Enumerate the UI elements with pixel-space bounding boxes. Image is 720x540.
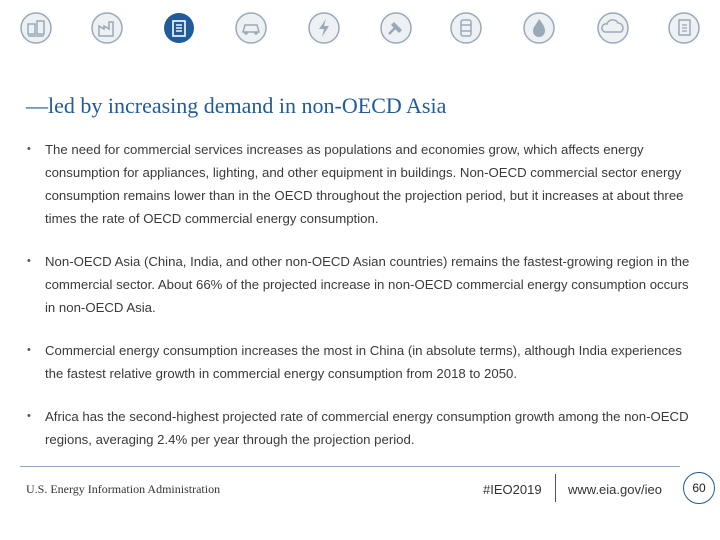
footer-separator bbox=[555, 474, 556, 502]
bullet-text: Non-OECD Asia (China, India, and other n… bbox=[45, 254, 690, 315]
footer-divider bbox=[20, 466, 680, 467]
renewables-icon[interactable] bbox=[380, 12, 412, 44]
bullet-text: The need for commercial services increas… bbox=[45, 142, 684, 226]
bullet-text: Commercial energy consumption increases … bbox=[45, 343, 682, 381]
transportation-icon[interactable] bbox=[235, 12, 267, 44]
bullet-item: • The need for commercial services incre… bbox=[27, 138, 697, 230]
bullet-marker: • bbox=[27, 255, 31, 267]
industrial-icon[interactable] bbox=[91, 12, 123, 44]
bullet-item: • Commercial energy consumption increase… bbox=[27, 339, 697, 385]
bullet-list: • The need for commercial services incre… bbox=[27, 138, 697, 471]
appendix-icon[interactable] bbox=[668, 12, 700, 44]
section-icon-strip bbox=[0, 0, 720, 60]
bullet-marker: • bbox=[27, 410, 31, 422]
bullet-marker: • bbox=[27, 344, 31, 356]
website-link[interactable]: www.eia.gov/ieo bbox=[568, 482, 662, 497]
bullet-item: • Africa has the second-highest projecte… bbox=[27, 405, 697, 451]
hashtag: #IEO2019 bbox=[483, 482, 542, 497]
bullet-marker: • bbox=[27, 143, 31, 155]
footer: U.S. Energy Information Administration #… bbox=[0, 466, 720, 540]
bullet-item: • Non-OECD Asia (China, India, and other… bbox=[27, 250, 697, 319]
page-title: —led by increasing demand in non-OECD As… bbox=[26, 93, 447, 118]
page-number: 60 bbox=[683, 472, 715, 504]
bullet-text: Africa has the second-highest projected … bbox=[45, 409, 689, 447]
agency-name: U.S. Energy Information Administration bbox=[26, 482, 221, 496]
natural-gas-icon[interactable] bbox=[523, 12, 555, 44]
petroleum-icon[interactable] bbox=[450, 12, 482, 44]
co2-emissions-icon[interactable] bbox=[597, 12, 629, 44]
electricity-icon[interactable] bbox=[308, 12, 340, 44]
commercial-icon[interactable] bbox=[163, 12, 195, 44]
residential-icon[interactable] bbox=[20, 12, 52, 44]
